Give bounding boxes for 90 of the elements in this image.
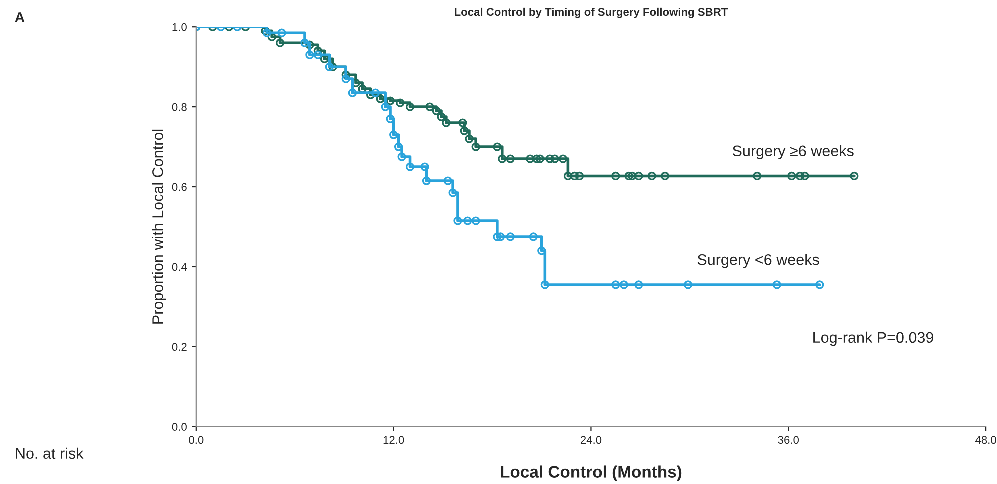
point xyxy=(493,232,502,242)
point xyxy=(472,216,480,226)
point xyxy=(348,88,357,98)
point xyxy=(546,154,554,164)
y-tick-label: 1.0 xyxy=(172,23,187,32)
point xyxy=(300,38,310,48)
point xyxy=(634,280,644,290)
point xyxy=(398,152,406,162)
point xyxy=(381,102,390,112)
point xyxy=(386,96,395,106)
point xyxy=(442,118,451,128)
point xyxy=(314,50,322,60)
point xyxy=(612,172,620,181)
point xyxy=(276,38,285,48)
point xyxy=(371,88,380,98)
point xyxy=(624,172,634,181)
point xyxy=(816,280,824,290)
point xyxy=(465,134,474,144)
point xyxy=(396,98,405,108)
point xyxy=(564,172,572,181)
point xyxy=(506,232,515,242)
point xyxy=(472,142,480,152)
point xyxy=(796,172,804,181)
point xyxy=(506,154,515,164)
text: No. at risk xyxy=(16,448,84,460)
point xyxy=(620,280,628,290)
point xyxy=(850,172,859,181)
point xyxy=(278,28,286,38)
chart-title: Local Control by Timing of Surgery Following SBRT xyxy=(455,8,728,18)
point xyxy=(684,280,693,290)
point xyxy=(772,280,782,290)
point xyxy=(540,280,550,290)
point xyxy=(306,50,314,60)
point xyxy=(366,90,376,100)
y-tick-label: 0.8 xyxy=(172,103,187,112)
x-tick-label: 36.0 xyxy=(778,436,800,444)
point xyxy=(420,162,430,172)
x-tick-label: 12.0 xyxy=(384,436,404,444)
point xyxy=(493,142,502,152)
point xyxy=(454,216,462,226)
point xyxy=(386,114,395,124)
point xyxy=(788,172,796,181)
point xyxy=(648,172,656,181)
point xyxy=(532,154,542,164)
point xyxy=(753,172,762,181)
point xyxy=(432,106,441,116)
series-label: Surgery ≥6 weeks xyxy=(732,145,854,160)
point xyxy=(529,232,538,242)
point xyxy=(390,130,398,140)
y-axis-title: Proportion with Local Control xyxy=(152,130,166,324)
point xyxy=(634,172,644,181)
point xyxy=(342,70,350,80)
y-tick-label: 0.0 xyxy=(172,423,187,432)
series-label: Surgery <6 weeks xyxy=(698,254,820,268)
x-tick-label: 0.0 xyxy=(189,436,204,444)
x-tick-label: 48.0 xyxy=(975,436,996,444)
text: A xyxy=(15,12,25,22)
point xyxy=(628,172,637,181)
point xyxy=(526,154,535,164)
point xyxy=(306,40,314,50)
point xyxy=(406,102,415,112)
point xyxy=(458,118,468,128)
point xyxy=(460,126,469,136)
point xyxy=(437,112,446,122)
point xyxy=(376,94,385,104)
point xyxy=(342,74,350,84)
x-tick-label: 24.0 xyxy=(580,436,602,444)
y-tick-label: 0.4 xyxy=(172,263,188,272)
point xyxy=(448,188,458,198)
x-axis-title: Local Control (Months) xyxy=(501,466,682,482)
point xyxy=(536,154,545,164)
point xyxy=(550,154,560,164)
y-tick-label: 0.6 xyxy=(172,183,187,192)
point xyxy=(498,154,507,164)
point xyxy=(422,176,432,186)
point xyxy=(538,246,546,256)
point xyxy=(612,280,620,290)
point xyxy=(406,162,415,172)
point xyxy=(660,172,670,181)
point xyxy=(325,62,334,72)
point xyxy=(394,142,404,152)
y-tick-label: 0.2 xyxy=(172,343,187,352)
point xyxy=(575,172,584,181)
point xyxy=(496,232,506,242)
point xyxy=(558,154,568,164)
point xyxy=(444,176,452,186)
point xyxy=(800,172,810,181)
point xyxy=(426,102,434,112)
point xyxy=(464,216,472,226)
annotation: Log-rank P=0.039 xyxy=(814,332,934,346)
